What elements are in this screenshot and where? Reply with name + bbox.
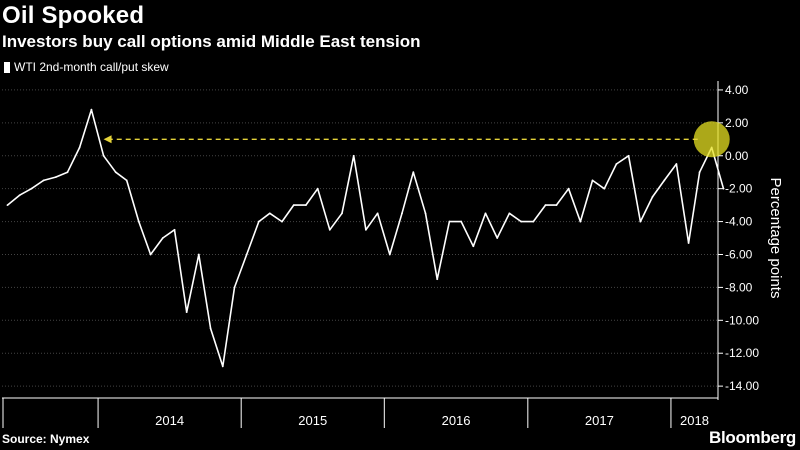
x-tick-label: 2017 [585,413,614,428]
data-point [520,220,523,223]
data-point [532,220,535,223]
x-axis: 2014 2015 2016 2017 2018 [2,397,718,428]
legend-swatch [4,61,10,73]
y-tick-label: -6.00 [725,247,753,261]
series-layer [6,108,725,368]
data-point [687,242,690,244]
data-point [651,195,654,198]
data-point [484,212,487,215]
y-tick-label: -10.00 [725,313,759,327]
data-point [364,228,367,231]
y-tick-label: -12.00 [725,346,759,360]
x-tick-label: 2014 [155,413,184,428]
data-point [221,365,224,368]
data-point [18,194,21,197]
x-tick-label: 2015 [298,413,327,428]
data-point [436,278,439,281]
data-point [137,220,140,223]
data-point [102,154,105,157]
data-point [30,187,33,190]
data-point [722,187,725,190]
data-point [78,146,81,149]
data-point [257,220,260,223]
data-point [603,187,606,190]
data-point [544,204,547,207]
data-point [508,212,511,215]
grid [2,89,718,387]
data-point [675,163,678,165]
bloomberg-logo: Bloomberg [708,428,796,447]
data-point [42,179,45,182]
data-point [245,253,248,256]
data-point [341,212,343,215]
data-point [567,187,570,190]
y-tick-label: 4.00 [725,83,749,97]
y-axis-label: Percentage points [767,178,784,299]
data-point [114,171,117,174]
data-point [90,108,93,111]
y-axis: 4.00 2.00 0.00 -2.00 -4.00 -6.00 -8.00 -10.00 -1… [717,81,759,400]
arrowhead [103,135,112,144]
data-point [579,220,582,223]
data-point [209,327,212,330]
y-tick-label: -8.00 [725,280,753,294]
data-point [281,220,283,223]
data-point [304,204,307,207]
data-point [161,237,164,239]
y-tick-label: 0.00 [725,149,749,163]
data-point [376,212,379,215]
data-point [292,204,295,207]
x-tick-label: 2016 [442,413,471,428]
data-point [54,176,57,179]
data-point [66,171,69,174]
data-point [460,220,463,223]
data-point [316,187,319,190]
chart-title: Oil Spooked [2,2,145,29]
data-point [663,179,666,182]
data-point [401,212,403,215]
y-tick-label: -2.00 [725,182,753,196]
data-point [173,228,176,231]
data-point [448,220,451,223]
series-line [6,108,725,368]
data-point [197,253,200,256]
data-point [233,286,236,289]
data-point [627,154,630,157]
y-tick-label: -4.00 [725,215,753,229]
data-point [352,154,355,157]
data-point [185,311,188,313]
data-point [472,245,475,248]
data-point [698,171,701,174]
data-point [615,163,618,165]
data-point [424,212,427,215]
chart-subtitle: Investors buy call options amid Middle E… [2,32,421,51]
data-point [125,179,128,182]
data-point [555,204,558,207]
data-point [388,253,391,256]
data-point [639,220,642,223]
data-point [6,204,9,207]
highlight-circle [693,121,730,158]
y-tick-label: 2.00 [725,116,749,130]
y-tick-label: -14.00 [725,379,759,393]
x-tick-label: 2018 [680,413,709,428]
legend-label: WTI 2nd-month call/put skew [14,60,169,74]
data-point [328,228,331,231]
annotations [103,121,730,158]
data-point [496,237,499,239]
legend: WTI 2nd-month call/put skew [4,60,169,74]
data-point [591,179,594,182]
source-note: Source: Nymex [2,432,90,446]
data-point [268,212,271,215]
data-point [412,171,415,174]
data-point [149,253,152,256]
